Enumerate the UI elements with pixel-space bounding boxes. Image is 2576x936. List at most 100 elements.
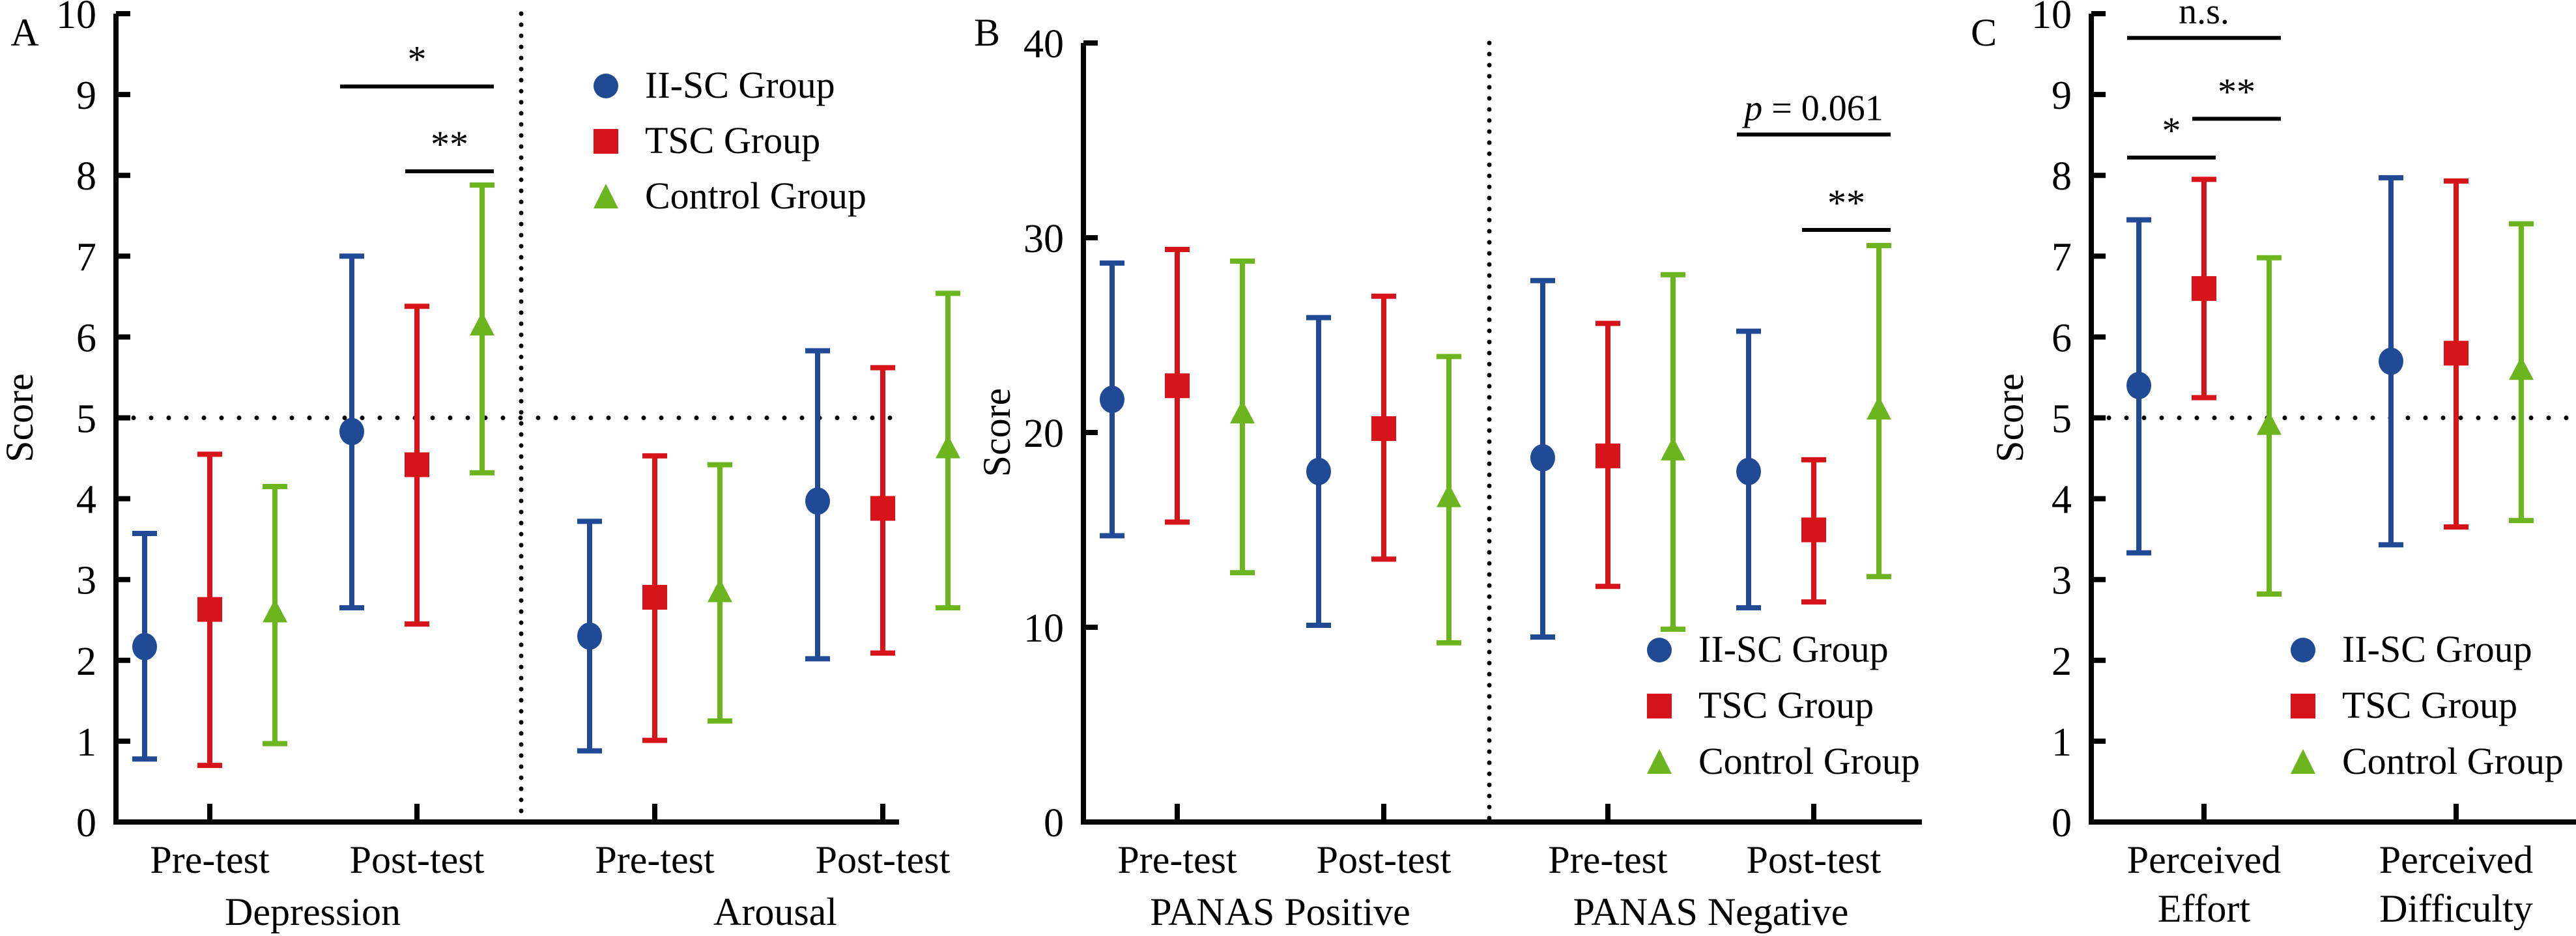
mean-marker-triangle — [2257, 411, 2282, 435]
significance-label: ** — [2218, 70, 2255, 113]
significance-label: * — [2162, 109, 2181, 152]
y-tick-label: 1 — [2052, 720, 2072, 765]
errorbar-ii-sc-group3 — [805, 348, 830, 662]
errorbar-ii-sc-group1 — [339, 253, 364, 611]
mean-marker-triangle — [1437, 483, 1461, 507]
errorbar-control-group3 — [1867, 242, 1891, 580]
mean-marker-square — [197, 597, 222, 622]
significance-annotation: ** — [405, 123, 494, 173]
errorbar-ii-sc-group2 — [1530, 277, 1555, 640]
errorbar-tsc-group0 — [1165, 246, 1190, 525]
legend-label: II-SC Group — [645, 64, 835, 106]
mean-marker-square — [2444, 341, 2469, 366]
errorbar-tsc-group1 — [1371, 293, 1396, 562]
y-tick-label: 5 — [2052, 397, 2072, 442]
significance-label: ** — [431, 123, 468, 165]
errorbar-control-group2 — [1661, 272, 1685, 632]
legend-label: TSC Group — [1698, 684, 1874, 726]
legend-marker-circle — [2291, 638, 2315, 662]
group-label: PANAS Positive — [1150, 890, 1410, 933]
legend-marker-triangle — [1647, 749, 1672, 774]
y-tick-label: 7 — [76, 235, 96, 279]
y-tick-label: 2 — [2052, 640, 2072, 684]
significance-annotation: ** — [2192, 70, 2281, 121]
group-label: Depression — [225, 890, 401, 933]
legend-label: TSC Group — [2342, 684, 2517, 726]
x-tick-label: Post-test — [1747, 838, 1882, 881]
errorbar-ii-sc-group0 — [1100, 260, 1124, 539]
legend-label: Control Group — [645, 175, 866, 217]
panel-label: C — [1971, 11, 1997, 54]
significance-annotation: * — [340, 38, 494, 89]
panel-label: B — [974, 11, 1000, 54]
legend-label: II-SC Group — [1698, 628, 1889, 670]
y-tick-label: 40 — [1023, 22, 1064, 66]
panel-a: A 0 1 2 3 4 5 6 7 8 9 10 Score Pre-test Post-test Depre… — [0, 0, 960, 933]
errorbar-ii-sc-group3 — [1736, 328, 1761, 611]
x-tick-label: Perceived — [2379, 838, 2534, 881]
errorbar-control-group0 — [1230, 258, 1255, 576]
significance-label: ** — [1827, 182, 1865, 224]
y-tick-label: 10 — [1023, 606, 1064, 651]
legend-marker-circle — [594, 74, 618, 98]
legend-marker-square — [2291, 694, 2315, 718]
x-tick-label: Post-test — [816, 838, 951, 881]
errorbar-tsc-group2 — [1596, 320, 1620, 589]
y-tick-label: 9 — [2052, 74, 2072, 118]
y-tick-label: 8 — [76, 154, 96, 199]
mean-marker-circle — [1736, 457, 1761, 485]
errorbar-tsc-group0 — [2192, 177, 2216, 401]
y-axis-label: Score — [1988, 373, 2031, 462]
y-tick-label: 0 — [1044, 801, 1064, 845]
mean-marker-triangle — [1661, 436, 1685, 461]
mean-marker-square — [1596, 443, 1620, 468]
mean-marker-square — [2192, 276, 2216, 301]
errorbar-ii-sc-group2 — [577, 518, 602, 754]
mean-marker-circle — [577, 622, 602, 650]
panel-c: C 0 1 2 3 4 5 6 7 8 9 10 Score Perceived Effort Perceiv… — [1971, 0, 2576, 930]
mean-marker-square — [642, 585, 667, 610]
mean-marker-circle — [1306, 457, 1331, 485]
mean-marker-circle — [1100, 386, 1124, 414]
significance-annotation: * — [2127, 109, 2216, 160]
x-tick-label: Pre-test — [1117, 838, 1237, 881]
mean-marker-triangle — [470, 311, 494, 335]
mean-marker-square — [405, 452, 429, 477]
errorbar-tsc-group0 — [197, 451, 222, 769]
group-label: PANAS Negative — [1573, 890, 1849, 933]
legend-label: TSC Group — [645, 119, 820, 162]
x-tick-label: Post-test — [1317, 838, 1452, 881]
x-tick-label: Post-test — [350, 838, 485, 881]
x-tick-label: Perceived — [2127, 838, 2282, 881]
errorbar-control-group2 — [708, 462, 732, 724]
legend-marker-square — [1647, 694, 1672, 718]
errorbar-control-group0 — [263, 483, 287, 746]
errorbar-ii-sc-group1 — [1306, 315, 1331, 629]
legend: II-SC Group TSC Group Control Group — [2291, 628, 2564, 782]
mean-marker-triangle — [263, 599, 287, 623]
y-tick-label: 3 — [76, 559, 96, 603]
y-tick-label: 2 — [76, 640, 96, 684]
errorbar-tsc-group1 — [2444, 178, 2469, 530]
x-tick-label: Pre-test — [150, 838, 270, 881]
y-tick-label: 4 — [2052, 478, 2072, 522]
legend-marker-circle — [1647, 638, 1672, 662]
mean-marker-triangle — [1230, 400, 1255, 424]
legend-marker-triangle — [594, 184, 618, 208]
significance-label: * — [408, 38, 427, 81]
significance-annotation: n.s. — [2127, 0, 2281, 40]
legend-marker-triangle — [2291, 749, 2315, 774]
x-tick-label: Difficulty — [2379, 887, 2533, 930]
panel-b: B 0 10 20 30 40 Score Pre-test Post-test PANAS Po… — [974, 11, 1922, 933]
significance-annotation: ** — [1802, 182, 1891, 233]
panel-label: A — [10, 11, 38, 54]
legend: II-SC Group TSC Group Control Group — [594, 64, 866, 217]
mean-marker-circle — [2379, 347, 2403, 375]
y-tick-label: 0 — [76, 801, 96, 845]
legend-label: II-SC Group — [2342, 628, 2532, 670]
mean-marker-square — [1801, 517, 1826, 543]
mean-marker-square — [1165, 373, 1190, 399]
errorbar-tsc-group1 — [405, 304, 429, 627]
significance-label: n.s. — [2179, 0, 2229, 32]
errorbar-ii-sc-group0 — [2126, 217, 2151, 556]
